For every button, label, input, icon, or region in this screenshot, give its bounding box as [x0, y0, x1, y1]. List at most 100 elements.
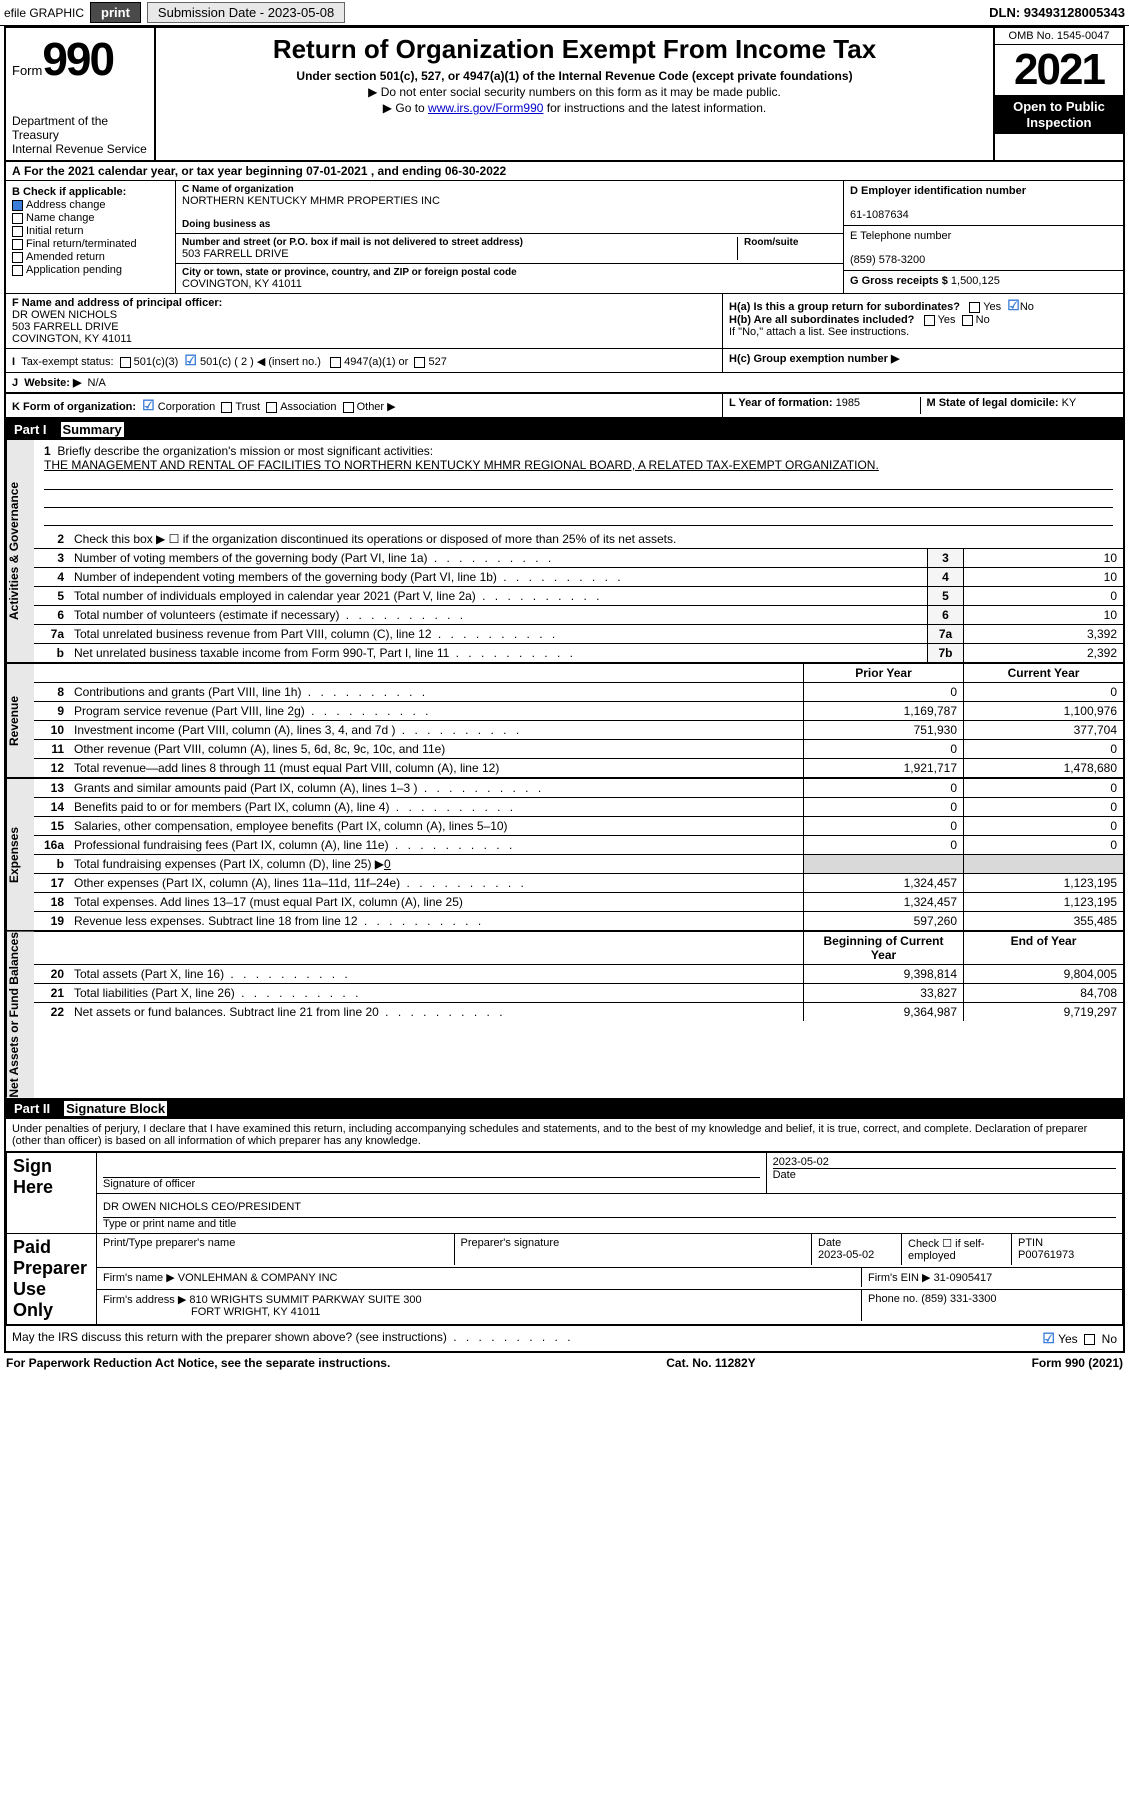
cb-trust[interactable] — [221, 402, 232, 413]
form-subtitle: Under section 501(c), 527, or 4947(a)(1)… — [164, 69, 985, 83]
open-to-public: Open to Public Inspection — [995, 95, 1123, 134]
check-icon: ☑ — [184, 352, 197, 368]
current-year-header: Current Year — [963, 664, 1123, 682]
cb-527[interactable] — [414, 357, 425, 368]
prep-date: 2023-05-02 — [818, 1249, 874, 1261]
submission-date-button[interactable]: Submission Date - 2023-05-08 — [147, 2, 345, 23]
line-5: Total number of individuals employed in … — [68, 587, 927, 605]
check-icon: ☑ — [142, 397, 155, 413]
room-label: Room/suite — [744, 237, 837, 248]
gross-value: 1,500,125 — [951, 275, 1000, 287]
ha-yes[interactable] — [969, 302, 980, 313]
line-7b: Net unrelated business taxable income fr… — [68, 644, 927, 662]
officer-name: DR OWEN NICHOLS — [12, 309, 117, 321]
line-17: Other expenses (Part IX, column (A), lin… — [68, 874, 803, 892]
street-label: Number and street (or P.O. box if mail i… — [182, 237, 737, 248]
signature-table: Sign Here Signature of officer 2023-05-0… — [6, 1152, 1123, 1325]
hc-label: H(c) Group exemption number ▶ — [729, 353, 899, 365]
form-label: Form — [12, 63, 42, 78]
row-f-h: F Name and address of principal officer:… — [6, 294, 1123, 349]
sidelabel-net: Net Assets or Fund Balances — [6, 932, 34, 1098]
discuss-row: May the IRS discuss this return with the… — [6, 1325, 1123, 1351]
sidelabel-expenses: Expenses — [6, 779, 34, 930]
mission-text: THE MANAGEMENT AND RENTAL OF FACILITIES … — [44, 458, 879, 472]
hb-note: If "No," attach a list. See instructions… — [729, 326, 1117, 338]
section-expenses: Expenses 13Grants and similar amounts pa… — [6, 779, 1123, 932]
tax-year: 2021 — [995, 45, 1123, 95]
line-9: Program service revenue (Part VIII, line… — [68, 702, 803, 720]
f-label: F Name and address of principal officer: — [12, 297, 222, 309]
discuss-no[interactable] — [1084, 1334, 1095, 1345]
line-14: Benefits paid to or for members (Part IX… — [68, 798, 803, 816]
line-12: Total revenue—add lines 8 through 11 (mu… — [68, 759, 803, 777]
form-number: 990 — [42, 33, 113, 85]
dept-treasury: Department of the Treasury — [12, 114, 148, 142]
section-governance: Activities & Governance 1 Briefly descri… — [6, 440, 1123, 664]
sidelabel-revenue: Revenue — [6, 664, 34, 777]
officer-addr1: 503 FARRELL DRIVE — [12, 321, 119, 333]
line-6: Total number of volunteers (estimate if … — [68, 606, 927, 624]
form-990: Form990 Department of the Treasury Inter… — [4, 26, 1125, 1353]
print-button[interactable]: print — [90, 2, 141, 23]
line-18: Total expenses. Add lines 13–17 (must eq… — [68, 893, 803, 911]
perjury-declaration: Under penalties of perjury, I declare th… — [6, 1119, 1123, 1152]
column-c: C Name of organization NORTHERN KENTUCKY… — [176, 181, 843, 293]
line-16a: Professional fundraising fees (Part IX, … — [68, 836, 803, 854]
checkbox-name-change[interactable] — [12, 213, 23, 224]
tel-label: E Telephone number — [850, 230, 951, 242]
cb-other[interactable] — [343, 402, 354, 413]
checkbox-final-return[interactable] — [12, 239, 23, 250]
column-d: D Employer identification number 61-1087… — [843, 181, 1123, 293]
line-8: Contributions and grants (Part VIII, lin… — [68, 683, 803, 701]
val-3: 10 — [963, 549, 1123, 567]
firm-phone: (859) 331-3300 — [921, 1293, 996, 1305]
hb-yes[interactable] — [924, 315, 935, 326]
pra-notice: For Paperwork Reduction Act Notice, see … — [6, 1356, 390, 1370]
tax-status-label: Tax-exempt status: — [21, 356, 113, 368]
sig-officer-label: Signature of officer — [103, 1178, 760, 1190]
section-revenue: Revenue Prior YearCurrent Year 8Contribu… — [6, 664, 1123, 779]
val-4: 10 — [963, 568, 1123, 586]
line-20: Total assets (Part X, line 16) — [68, 965, 803, 983]
part-i-title: Summary — [61, 422, 124, 437]
section-net-assets: Net Assets or Fund Balances Beginning of… — [6, 932, 1123, 1098]
officer-addr2: COVINGTON, KY 41011 — [12, 333, 132, 345]
val-7a: 3,392 — [963, 625, 1123, 643]
header-left: Form990 Department of the Treasury Inter… — [6, 28, 156, 160]
website-value: N/A — [88, 377, 106, 389]
ssn-note: ▶ Do not enter social security numbers o… — [164, 85, 985, 99]
firm-address: 810 WRIGHTS SUMMIT PARKWAY SUITE 300 — [189, 1294, 421, 1306]
goto-note: ▶ Go to www.irs.gov/Form990 for instruct… — [164, 101, 985, 115]
firm-name: VONLEHMAN & COMPANY INC — [178, 1272, 338, 1284]
date-label: Date — [773, 1168, 1116, 1181]
val-5: 0 — [963, 587, 1123, 605]
website-label: Website: ▶ — [24, 377, 81, 389]
hb-label: H(b) Are all subordinates included? — [729, 314, 914, 326]
line-19: Revenue less expenses. Subtract line 18 … — [68, 912, 803, 930]
checkbox-amended[interactable] — [12, 252, 23, 263]
irs-label: Internal Revenue Service — [12, 142, 148, 156]
sidelabel-governance: Activities & Governance — [6, 440, 34, 662]
line-1: 1 Briefly describe the organization's mi… — [34, 440, 1123, 530]
prep-name-label: Print/Type preparer's name — [97, 1234, 455, 1265]
line-11: Other revenue (Part VIII, column (A), li… — [68, 740, 803, 758]
irs-link[interactable]: www.irs.gov/Form990 — [428, 101, 543, 115]
cb-501c3[interactable] — [120, 357, 131, 368]
efile-label: efile GRAPHIC — [4, 6, 84, 20]
line-4: Number of independent voting members of … — [68, 568, 927, 586]
m-label: M State of legal domicile: — [927, 397, 1059, 409]
line-13: Grants and similar amounts paid (Part IX… — [68, 779, 803, 797]
cb-assoc[interactable] — [266, 402, 277, 413]
checkbox-initial-return[interactable] — [12, 226, 23, 237]
type-name-label: Type or print name and title — [103, 1218, 1116, 1230]
hb-no[interactable] — [962, 315, 973, 326]
checkbox-address-change[interactable] — [12, 200, 23, 211]
cb-4947[interactable] — [330, 357, 341, 368]
sign-here-label: Sign Here — [7, 1152, 97, 1233]
row-a-tax-year: A For the 2021 calendar year, or tax yea… — [6, 162, 1123, 181]
ptin: P00761973 — [1018, 1249, 1074, 1261]
form-footer: Form 990 (2021) — [1032, 1356, 1123, 1370]
checkbox-app-pending[interactable] — [12, 265, 23, 276]
val-7b: 2,392 — [963, 644, 1123, 662]
end-year-header: End of Year — [963, 932, 1123, 964]
